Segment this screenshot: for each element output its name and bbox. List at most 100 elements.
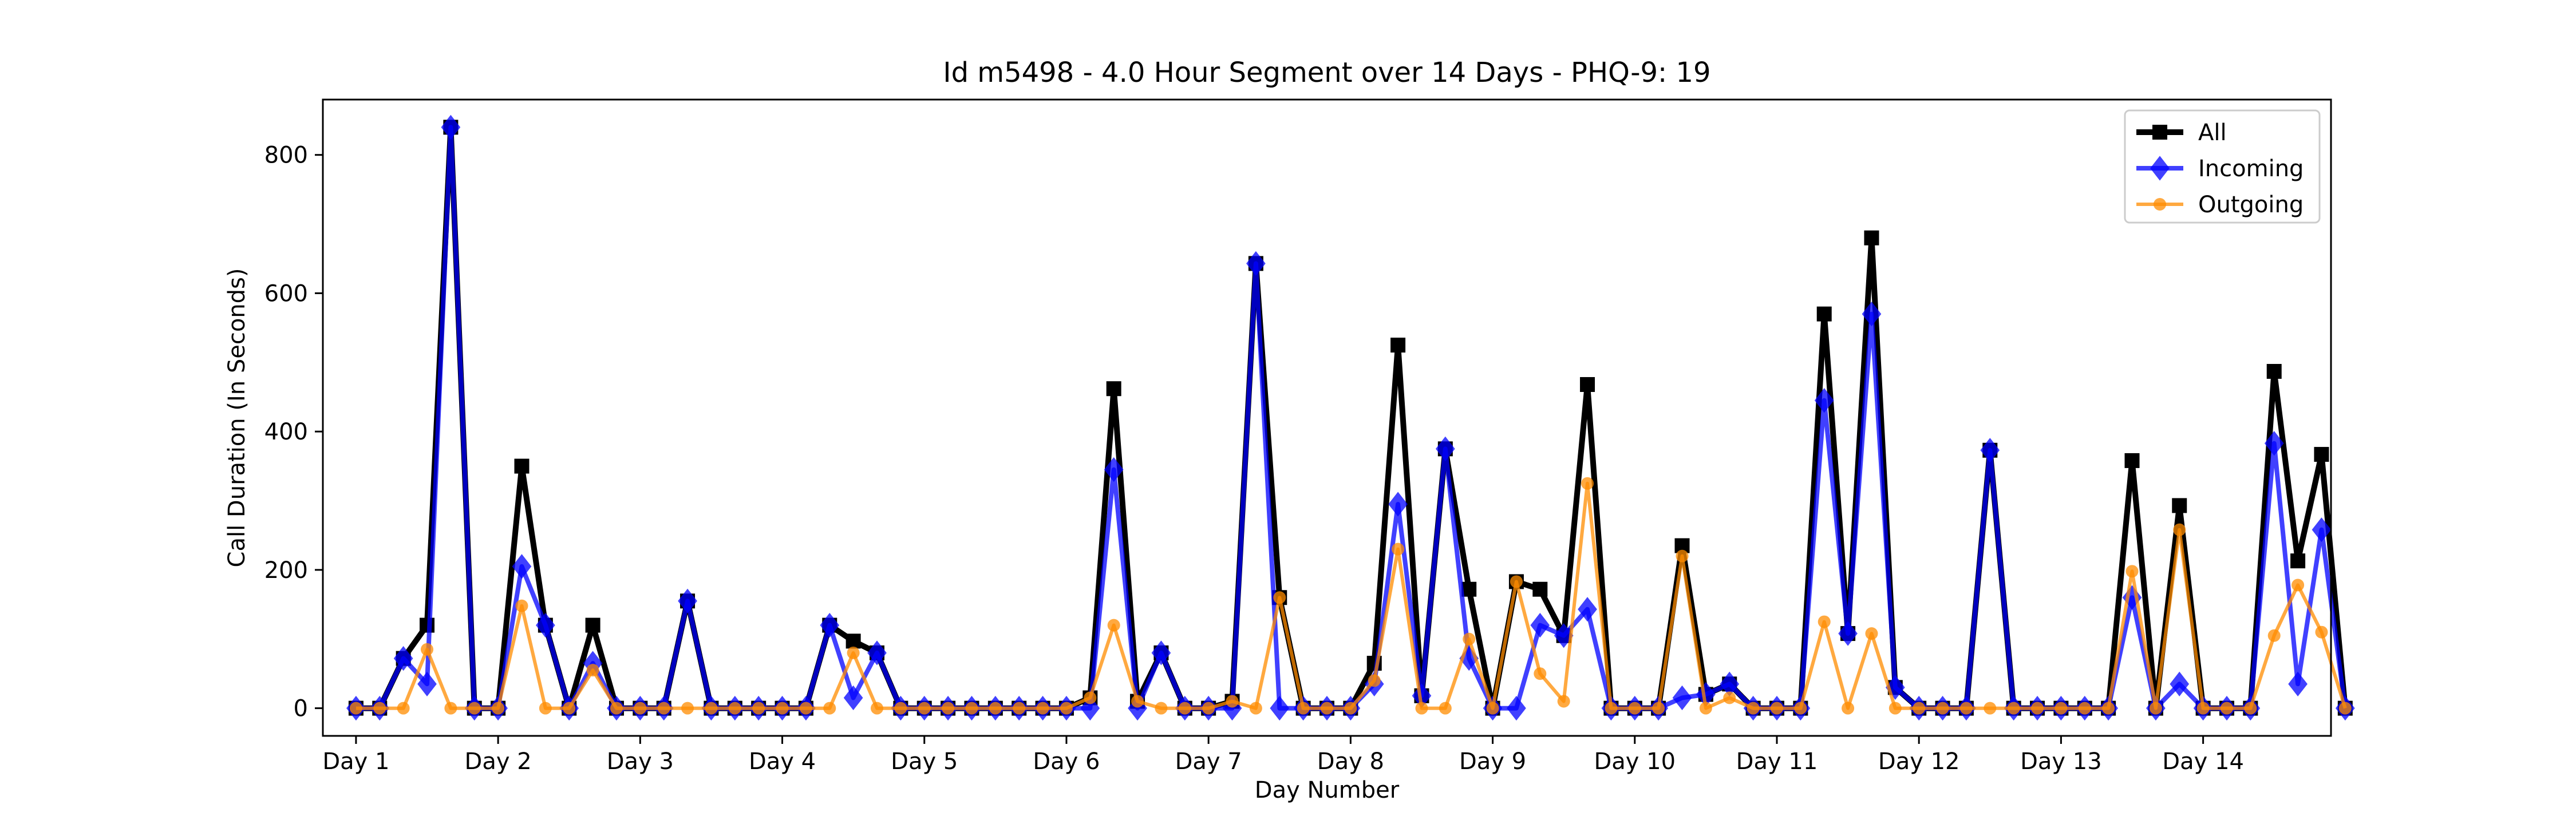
data-point-incoming — [1412, 683, 1432, 708]
data-point-outgoing — [1747, 702, 1760, 715]
data-point-outgoing — [2315, 625, 2328, 639]
data-point-outgoing — [1913, 702, 1926, 715]
data-point-outgoing — [1936, 702, 1949, 715]
data-point-outgoing — [1794, 702, 1807, 715]
data-point-outgoing — [1084, 691, 1097, 704]
data-point-outgoing — [563, 702, 576, 715]
data-point-outgoing — [847, 646, 860, 659]
legend-item-incoming: Incoming — [2136, 156, 2304, 182]
data-point-all — [1532, 581, 1548, 597]
x-tick-label: Day 10 — [1594, 748, 1676, 775]
data-point-outgoing — [586, 664, 599, 677]
data-point-outgoing — [989, 702, 1002, 715]
data-point-incoming — [2288, 671, 2308, 696]
data-point-incoming — [512, 554, 532, 579]
x-tick-label: Day 9 — [1459, 748, 1526, 775]
data-point-all — [1390, 338, 1406, 353]
data-point-outgoing — [1297, 702, 1310, 715]
data-point-incoming — [417, 671, 437, 696]
data-point-all — [2314, 447, 2329, 462]
x-tick-label: Day 2 — [465, 748, 532, 775]
data-point-outgoing — [823, 702, 836, 715]
data-point-outgoing — [1415, 702, 1428, 715]
data-point-outgoing — [1131, 695, 1144, 708]
plot-frame — [322, 98, 2332, 737]
plot-series — [346, 114, 2355, 721]
x-tick-label: Day 1 — [322, 748, 389, 775]
data-point-outgoing — [965, 702, 978, 715]
data-point-incoming — [1672, 685, 1692, 711]
data-point-outgoing — [1652, 702, 1665, 715]
data-point-outgoing — [1628, 702, 1641, 715]
data-point-all — [514, 458, 530, 474]
series-outgoing — [349, 477, 2352, 715]
data-point-incoming — [1104, 457, 1124, 482]
data-point-incoming — [820, 613, 840, 638]
data-point-incoming — [1862, 302, 1882, 327]
data-point-outgoing — [894, 702, 907, 715]
data-point-incoming — [2170, 671, 2190, 696]
data-point-outgoing — [2267, 629, 2281, 642]
data-point-outgoing — [468, 702, 481, 715]
data-point-outgoing — [1439, 702, 1452, 715]
y-tick-label: 0 — [294, 696, 308, 722]
data-point-outgoing — [752, 702, 765, 715]
data-point-outgoing — [1344, 702, 1357, 715]
x-tick-label: Day 14 — [2162, 748, 2244, 775]
data-point-incoming — [1507, 696, 1526, 721]
data-point-outgoing — [1865, 627, 1878, 640]
x-tick-label: Day 3 — [607, 748, 674, 775]
data-point-incoming — [1388, 492, 1408, 517]
data-point-outgoing — [871, 702, 884, 715]
data-point-incoming — [1246, 251, 1266, 276]
data-point-outgoing — [2078, 702, 2091, 715]
data-point-all — [2124, 453, 2140, 468]
data-point-outgoing — [373, 702, 386, 715]
legend-marker-outgoing — [2154, 198, 2166, 211]
data-point-outgoing — [2055, 702, 2068, 715]
data-point-outgoing — [1581, 477, 1594, 490]
legend-marker-all — [2152, 125, 2167, 140]
data-point-incoming — [1838, 621, 1858, 646]
data-point-outgoing — [1486, 702, 1499, 715]
data-point-all — [1864, 230, 1879, 245]
x-tick-label: Day 13 — [2020, 748, 2102, 775]
data-point-incoming — [1080, 696, 1100, 721]
data-point-outgoing — [2291, 579, 2305, 592]
legend-box — [2124, 109, 2321, 224]
data-point-incoming — [678, 588, 697, 613]
data-point-outgoing — [1534, 667, 1547, 680]
data-point-outgoing — [2196, 702, 2210, 715]
data-point-all — [2266, 364, 2282, 379]
data-point-outgoing — [799, 702, 812, 715]
data-point-all — [2172, 498, 2187, 513]
x-tick-label: Day 4 — [749, 748, 816, 775]
data-point-outgoing — [539, 702, 552, 715]
data-point-outgoing — [2244, 702, 2257, 715]
data-point-incoming — [1980, 438, 2000, 463]
data-point-incoming — [867, 640, 887, 665]
data-point-all — [2290, 553, 2306, 569]
data-point-outgoing — [1273, 591, 1286, 604]
legend-label: Outgoing — [2198, 192, 2304, 218]
data-point-outgoing — [1605, 702, 1618, 715]
data-point-incoming — [536, 613, 555, 638]
data-point-incoming — [1270, 696, 1290, 721]
data-point-outgoing — [1155, 702, 1168, 715]
x-tick-label: Day 7 — [1175, 748, 1242, 775]
data-point-incoming — [1578, 597, 1597, 622]
y-tick-label: 400 — [264, 419, 308, 445]
data-point-outgoing — [1107, 619, 1120, 632]
data-point-outgoing — [1557, 695, 1570, 708]
y-tick-label: 200 — [264, 557, 308, 584]
data-point-outgoing — [2338, 702, 2352, 715]
chart-title: Id m5498 - 4.0 Hour Segment over 14 Days… — [943, 57, 1710, 89]
x-axis-label: Day Number — [1255, 777, 1400, 803]
data-point-outgoing — [1770, 702, 1783, 715]
data-point-outgoing — [397, 702, 410, 715]
data-point-outgoing — [681, 702, 694, 715]
x-tick-label: Day 8 — [1317, 748, 1384, 775]
data-point-incoming — [1151, 640, 1171, 665]
data-point-outgoing — [1036, 702, 1049, 715]
